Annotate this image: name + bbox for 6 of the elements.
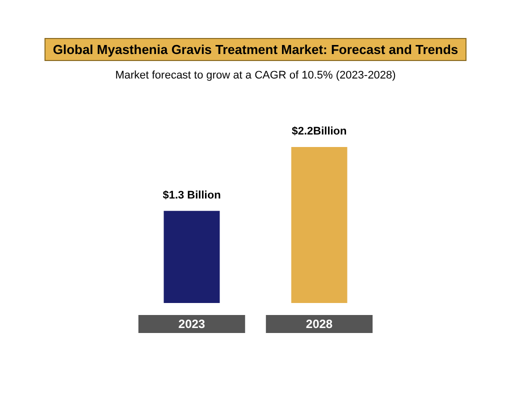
chart-title: Global Myasthenia Gravis Treatment Market: Forecast and Trends [52,42,458,57]
chart-subtitle: Market forecast to grow at a CAGR of 10.5% (2023-2028) [115,70,396,82]
data-label: $1.3 Billion [162,189,222,202]
data-label: $2.2Billion [292,126,348,138]
x-tick-label: 2028 [306,317,333,331]
x-tick-label: 2023 [178,317,206,331]
